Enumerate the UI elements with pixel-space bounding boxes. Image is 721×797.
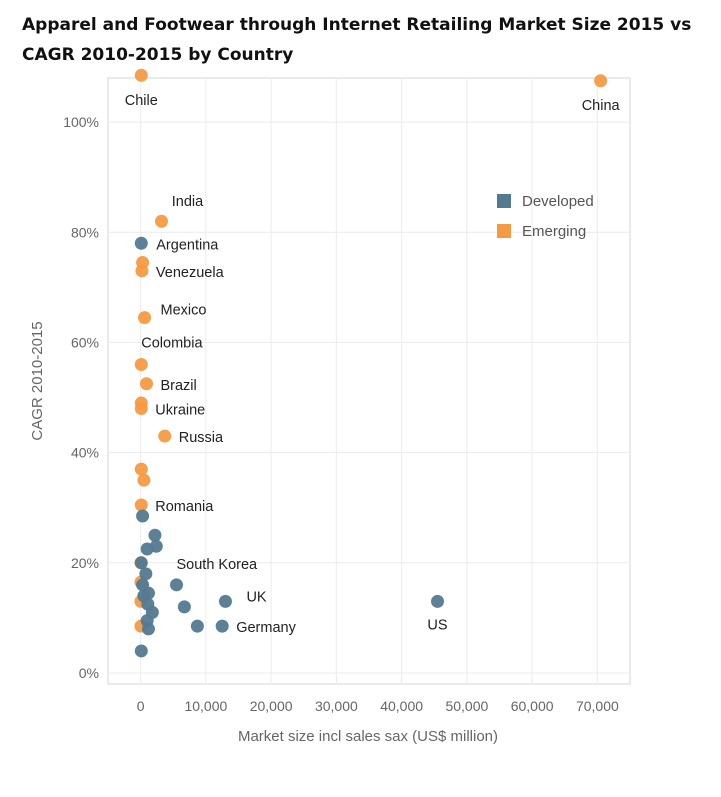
data-point-emerging — [594, 74, 608, 88]
y-axis-ticks: 0% 20% 40% 60% 80% 100% — [63, 114, 99, 681]
x-tick-label: 30,000 — [315, 698, 358, 714]
data-label: South Korea — [177, 557, 259, 573]
legend: Developed Emerging — [497, 193, 594, 240]
data-points — [134, 68, 608, 658]
data-point-emerging — [134, 357, 148, 371]
data-label: Argentina — [156, 237, 219, 253]
data-point-developed — [431, 594, 445, 608]
data-point-emerging — [134, 402, 148, 416]
data-point-developed — [134, 236, 148, 250]
x-tick-label: 10,000 — [184, 698, 227, 714]
x-tick-label: 60,000 — [511, 698, 554, 714]
data-label: UK — [246, 589, 266, 605]
legend-swatch-developed — [497, 194, 511, 208]
data-point-emerging — [138, 311, 152, 325]
data-point-developed — [215, 619, 229, 633]
data-label: Brazil — [160, 378, 196, 394]
data-point-emerging — [134, 462, 148, 476]
y-tick-label: 80% — [71, 224, 99, 240]
data-label: Romania — [155, 499, 214, 515]
data-point-developed — [140, 542, 154, 556]
x-tick-label: 50,000 — [445, 698, 488, 714]
plot-area — [107, 77, 631, 685]
data-point-developed — [134, 644, 148, 658]
data-label: Ukraine — [155, 403, 205, 419]
data-point-developed — [170, 578, 184, 592]
legend-swatch-emerging — [497, 224, 511, 238]
data-point-developed — [136, 509, 150, 523]
data-label: Russia — [179, 430, 224, 446]
y-tick-label: 60% — [71, 334, 99, 350]
x-tick-label: 70,000 — [576, 698, 619, 714]
x-tick-label: 40,000 — [380, 698, 423, 714]
y-tick-label: 100% — [63, 114, 99, 130]
x-tick-label: 0 — [137, 698, 145, 714]
data-point-developed — [190, 619, 204, 633]
data-point-emerging — [139, 377, 153, 391]
data-label: China — [582, 98, 621, 114]
data-point-developed — [141, 622, 155, 636]
y-tick-label: 20% — [71, 555, 99, 571]
legend-label: Developed — [522, 193, 594, 210]
data-label: Venezuela — [156, 265, 225, 281]
grid — [108, 78, 630, 684]
data-point-developed — [218, 594, 232, 608]
data-point-emerging — [134, 498, 148, 512]
data-label: US — [427, 617, 447, 633]
data-label: Chile — [125, 93, 158, 109]
data-point-emerging — [155, 214, 169, 228]
y-axis-label: CAGR 2010-2015 — [29, 321, 46, 440]
data-label: India — [172, 194, 204, 210]
y-tick-label: 40% — [71, 445, 99, 461]
data-label: Germany — [236, 620, 296, 636]
data-point-emerging — [134, 68, 148, 82]
x-axis-label: Market size incl sales sax (US$ million) — [238, 728, 498, 745]
data-label: Colombia — [141, 335, 203, 351]
data-point-developed — [148, 528, 162, 542]
data-point-emerging — [135, 264, 149, 278]
legend-label: Emerging — [522, 223, 586, 240]
chart-title: Apparel and Footwear through Internet Re… — [22, 15, 692, 65]
y-tick-label: 0% — [79, 665, 99, 681]
data-label: Mexico — [161, 303, 207, 319]
x-axis-ticks: 0 10,000 20,000 30,000 40,000 50,000 60,000 70,… — [137, 698, 619, 714]
data-point-developed — [134, 556, 148, 570]
data-labels: Chile China India Venezuela Mexico Colombia Br… — [125, 93, 621, 636]
data-point-emerging — [158, 429, 172, 443]
x-tick-label: 20,000 — [250, 698, 293, 714]
data-point-developed — [177, 600, 191, 614]
data-point-emerging — [137, 473, 151, 487]
data-point-developed — [139, 567, 153, 581]
